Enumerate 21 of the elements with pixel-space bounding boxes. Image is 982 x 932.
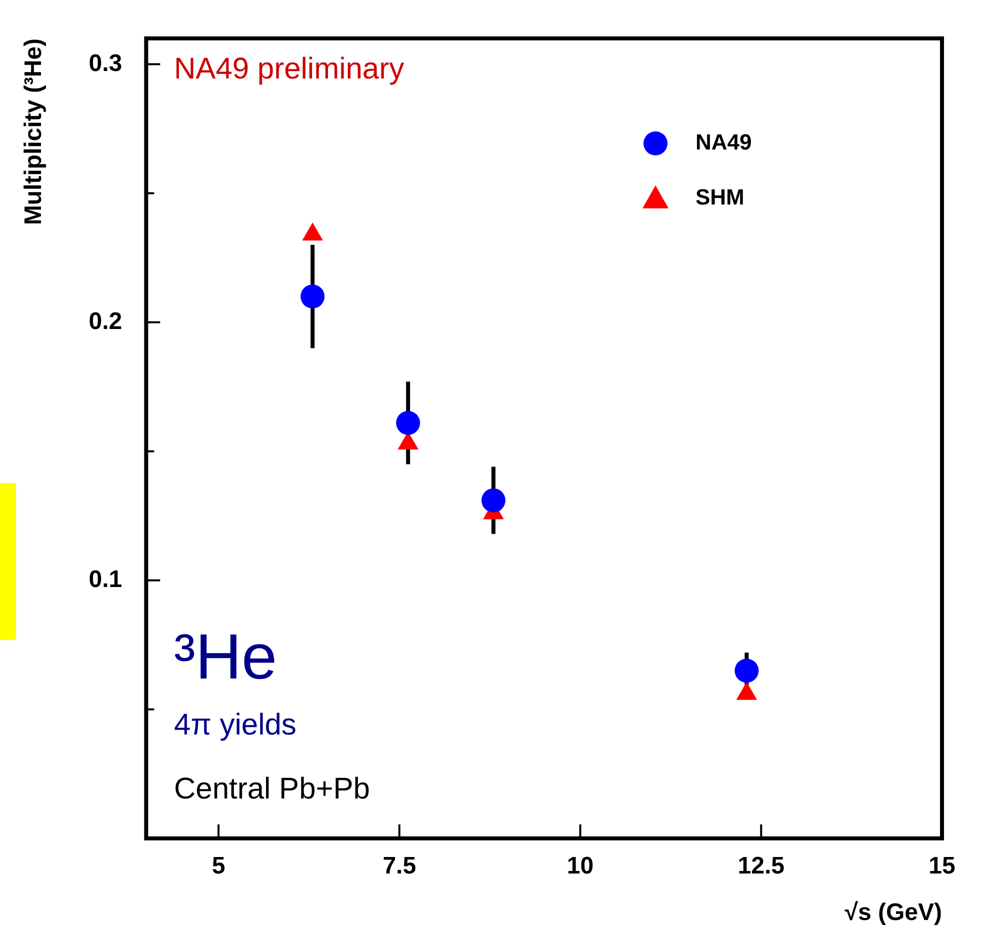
annotation: 4π yields xyxy=(174,708,296,742)
y-tick-label: 0.3 xyxy=(88,50,122,77)
x-axis-title: √s (GeV) xyxy=(844,899,942,926)
y-tick-label: 0.1 xyxy=(88,566,122,593)
y-axis-title: Multiplicity (³He) xyxy=(20,38,48,226)
x-tick-label: 15 xyxy=(928,852,956,880)
point xyxy=(300,284,325,308)
annotation: ³He xyxy=(174,620,278,692)
point xyxy=(396,410,420,435)
legend-label: SHM xyxy=(696,184,744,210)
annotation: NA49 preliminary xyxy=(174,52,404,86)
legend-label: NA49 xyxy=(696,129,752,154)
x-tick-label: 12.5 xyxy=(738,852,784,880)
point xyxy=(302,222,323,241)
x-tick-label: 7.5 xyxy=(382,852,416,880)
annotation: Central Pb+Pb xyxy=(174,772,370,806)
x-tick-label: 10 xyxy=(566,852,594,880)
point xyxy=(481,488,506,512)
x-tick-label: 5 xyxy=(212,852,226,880)
y-tick-label: 0.2 xyxy=(88,308,122,335)
point xyxy=(734,658,759,683)
